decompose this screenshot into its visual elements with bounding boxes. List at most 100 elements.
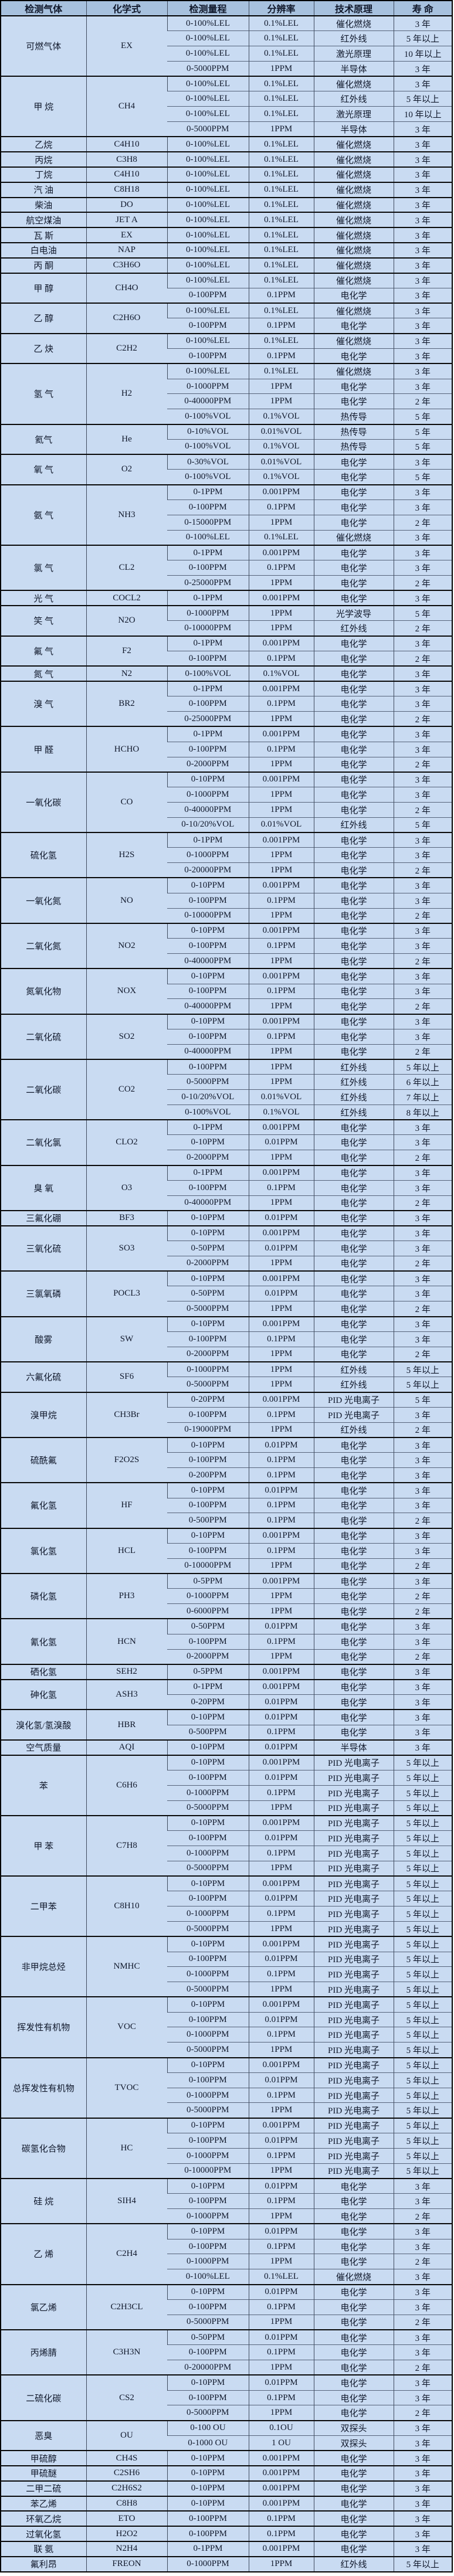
formula-cell: HCHO [86,726,167,772]
formula-cell: NMHC [86,1936,167,1997]
lifespan-cell: 5 年以上 [393,2556,452,2572]
range-cell: 0-5000PPM [167,1982,249,1997]
lifespan-cell: 5 年以上 [393,1906,452,1922]
range-cell: 0-1PPM [167,1120,249,1135]
formula-cell: C2H6S2 [86,2480,167,2496]
table-row: 0-100%VOL 0.1%VOL 红外线 8 年以上 [1,1105,452,1120]
lifespan-cell: 5 年以上 [393,1059,452,1075]
resolution-cell: 0.001PPM [248,681,314,696]
formula-cell: SW [86,1316,167,1362]
lifespan-cell: 3 年 [393,893,452,909]
lifespan-cell: 3 年 [393,303,452,318]
table-row: 甲 烷 CH4 0-100%LEL 0.1%LEL 催化燃烧 3 年 [1,76,452,137]
table-row: 一氧化碳 CO 0-10PPM 0.001PPM 电化学 3 年 [1,772,452,833]
gas-name-cell: 可燃气体 [1,16,86,77]
principle-cell: 电化学 [313,1649,394,1664]
table-row: 0-100PPM 0.1PPM 电化学 3 年 [1,2239,452,2254]
resolution-cell: 0.01PPM [248,1134,314,1150]
range-cell: 0-100PPM [167,1634,249,1650]
principle-cell: 电化学 [313,2511,394,2527]
range-cell: 0-20PPM [167,1392,249,1408]
principle-cell: PID 光电离子 [313,2102,394,2118]
principle-cell: 电化学 [313,1225,394,1241]
principle-cell: PID 光电离子 [313,1800,394,1816]
principle-cell: 电化学 [313,2254,394,2269]
range-cell: 0-10PPM [167,878,249,893]
resolution-cell: 1PPM [248,1558,314,1574]
table-row: 硅 烷 SIH4 0-10PPM 0.01PPM 电化学 3 年 [1,2178,452,2224]
table-row: 三氟化硼 BF3 0-10PPM 0.01PPM 电化学 3 年 [1,1210,452,1226]
table-row: 三氧化硫 SO3 0-10PPM 0.001PPM 电化学 3 年 [1,1225,452,1272]
formula-cell: C8H18 [86,182,167,198]
table-row: 0-100PPM 0.1PPM 电化学 3 年 [1,1180,452,1196]
range-cell: 0-100%LEL [167,166,249,182]
table-row: 二硫化碳 CS2 0-10PPM 0.01PPM 电化学 3 年 [1,2375,452,2421]
range-cell: 0-10PPM [167,1710,249,1725]
resolution-cell: 1PPM [248,1044,314,1059]
table-row: 二甲二硫 C2H6S2 0-10PPM 0.001PPM 电化学 3 年 [1,2480,452,2496]
lifespan-cell: 2 年 [393,908,452,923]
principle-cell: 电化学 [313,1134,394,1150]
formula-cell: C4H10 [86,166,167,182]
lifespan-cell: 10 年以上 [393,46,452,62]
lifespan-cell: 5 年 [393,409,452,424]
lifespan-cell: 3 年 [393,1286,452,1301]
range-cell: 0-100PPM [167,1891,249,1906]
lifespan-cell: 2 年 [393,1588,452,1604]
principle-cell: PID 光电离子 [313,2042,394,2058]
lifespan-cell: 2 年 [393,802,452,818]
principle-cell: 催化燃烧 [313,530,394,545]
principle-cell: 电化学 [313,2329,394,2345]
table-row: 0-100PPM 0.1PPM 电化学 3 年 [1,560,452,576]
resolution-cell: 0.1OU [248,2420,314,2436]
gas-name-cell: 乙 烯 [1,2224,86,2285]
principle-cell: 电化学 [313,1301,394,1317]
formula-cell: C2SH6 [86,2466,167,2481]
lifespan-cell: 3 年 [393,1483,452,1498]
principle-cell: 电化学 [313,2178,394,2194]
lifespan-cell: 3 年 [393,379,452,394]
principle-cell: PID 光电离子 [313,1815,394,1831]
range-cell: 0-100PPM [167,1059,249,1075]
range-cell: 0-25000PPM [167,575,249,591]
range-cell: 0-10000PPM [167,1558,249,1574]
range-cell: 0-100PPM [167,742,249,757]
range-cell: 0-10PPM [167,1876,249,1891]
gas-name-cell: 乙烷 [1,137,86,152]
principle-cell: 电化学 [313,545,394,560]
lifespan-cell: 3 年 [393,666,452,682]
lifespan-cell: 5 年以上 [393,2088,452,2103]
gas-name-cell: 挥发性有机物 [1,1997,86,2058]
resolution-cell: 1PPM [248,862,314,878]
range-cell: 0-100PPM [167,1029,249,1045]
lifespan-cell: 10 年以上 [393,106,452,122]
range-cell: 0-100%LEL [167,303,249,318]
range-cell: 0-1000 OU [167,2435,249,2451]
range-cell: 0-100PPM [167,2390,249,2405]
resolution-cell: 1PPM [248,1195,314,1211]
range-cell: 0-100PPM [167,348,249,364]
principle-cell: 激光原理 [313,106,394,122]
formula-cell: CS2 [86,2375,167,2421]
principle-cell: 电化学 [313,393,394,409]
lifespan-cell: 3 年 [393,1452,452,1468]
range-cell: 0-100PPM [167,2511,249,2527]
gas-name-cell: 白电油 [1,242,86,258]
table-row: 0-1000 OU 1 OU 双探头 3 年 [1,2435,452,2451]
resolution-cell: 0.1PPM [248,1452,314,1468]
formula-cell: NO2 [86,923,167,969]
formula-cell: CH4S [86,2451,167,2466]
lifespan-cell: 3 年 [393,2541,452,2557]
gas-name-cell: 氟 气 [1,635,86,667]
principle-cell: 电化学 [313,1543,394,1559]
resolution-cell: 0.01PPM [248,2329,314,2345]
range-cell: 0-1PPM [167,726,249,742]
table-row: 0-500PPM 0.1PPM 电化学 3 年 [1,1725,452,1740]
lifespan-cell: 2 年 [393,1603,452,1619]
principle-cell: 催化燃烧 [313,333,394,349]
resolution-cell: 0.1PPM [248,651,314,667]
resolution-cell: 1PPM [248,2315,314,2330]
range-cell: 0-40000PPM [167,393,249,409]
range-cell: 0-1000PPM [167,606,249,621]
table-row: 0-100%VOL 0.1%VOL 热传导 5 年 [1,409,452,424]
